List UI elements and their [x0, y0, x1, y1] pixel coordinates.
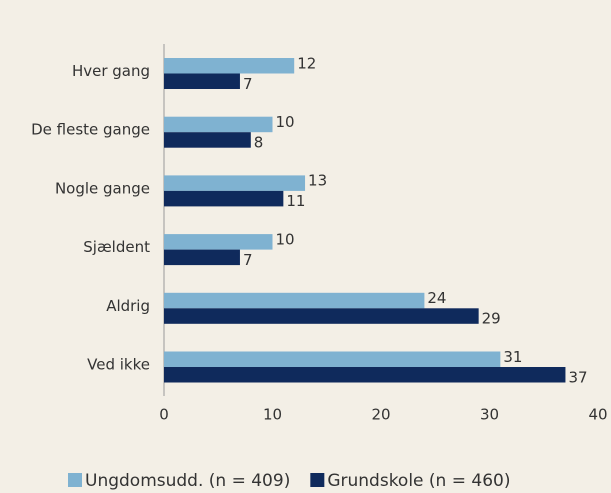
y-tick-label: Aldrig	[106, 297, 150, 315]
y-tick-label: Sjældent	[83, 238, 150, 256]
bar	[164, 234, 273, 250]
value-label: 10	[276, 230, 295, 248]
value-label: 24	[427, 289, 446, 307]
bar	[164, 73, 240, 89]
value-label: 31	[503, 348, 522, 366]
bar	[164, 351, 501, 367]
value-label: 10	[276, 113, 295, 131]
x-tick-label: 30	[480, 406, 499, 424]
bar	[164, 292, 425, 309]
bar	[164, 308, 479, 324]
x-tick-label: 20	[371, 406, 390, 424]
value-label: 37	[568, 368, 587, 386]
y-tick-label: Ved ikke	[87, 356, 150, 374]
y-tick-label: Hver gang	[72, 62, 150, 80]
y-tick-label: De fleste gange	[31, 121, 150, 139]
bar	[164, 367, 566, 383]
bar	[164, 132, 251, 148]
bar	[164, 58, 295, 74]
legend-swatch	[68, 473, 82, 487]
value-label: 29	[482, 310, 501, 328]
value-label: 13	[308, 172, 327, 190]
x-tick-label: 10	[263, 406, 282, 424]
legend-swatch	[310, 473, 325, 487]
y-tick-label: Nogle gange	[55, 179, 150, 197]
value-label: 8	[254, 133, 264, 151]
x-tick-label: 0	[159, 406, 169, 424]
value-label: 7	[243, 251, 253, 269]
legend-label: Grundskole (n = 460)	[327, 471, 510, 491]
bar	[164, 190, 284, 207]
value-label: 11	[286, 192, 305, 210]
x-tick-label: 40	[588, 406, 607, 424]
bar	[164, 175, 306, 191]
bar	[164, 116, 273, 133]
value-label: 12	[297, 54, 316, 72]
bar	[164, 249, 240, 266]
legend-label: Ungdomsudd. (n = 409)	[85, 471, 290, 491]
value-label: 7	[243, 75, 253, 93]
